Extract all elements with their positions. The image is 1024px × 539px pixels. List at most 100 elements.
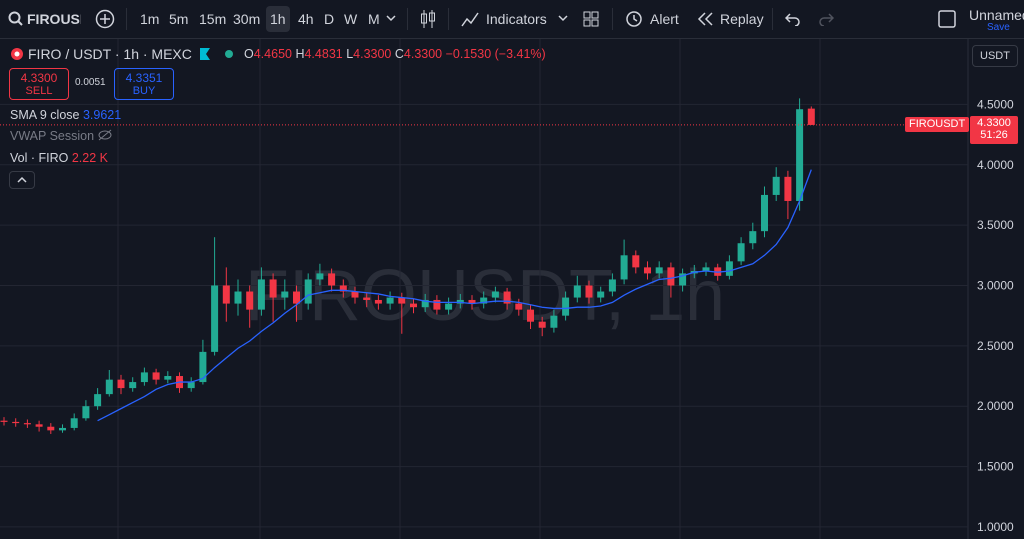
y-tick-label: 3.5000 bbox=[977, 218, 1014, 232]
candle-body bbox=[59, 427, 66, 431]
candle-body bbox=[702, 267, 710, 271]
candle-body bbox=[293, 291, 300, 304]
candle-body bbox=[47, 426, 55, 431]
l-label: L bbox=[346, 47, 354, 61]
currency-button[interactable]: USDT bbox=[972, 45, 1018, 67]
price-tag-price: 4.3300 bbox=[977, 117, 1011, 129]
layout-name[interactable]: Unnamed bbox=[969, 7, 1024, 23]
chart-type[interactable] bbox=[419, 9, 437, 29]
y-tick-label: 1.5000 bbox=[977, 460, 1014, 474]
interval[interactable]: 1h bbox=[266, 6, 290, 32]
candle-body bbox=[328, 273, 336, 286]
legend-title: FIRO / USDT · 1h · MEXC bbox=[28, 46, 192, 62]
c-label: C bbox=[394, 47, 404, 61]
o-value: 4.4650 bbox=[253, 47, 292, 61]
candle-body bbox=[234, 291, 242, 304]
candle-body bbox=[737, 243, 745, 262]
candle-body bbox=[410, 303, 417, 308]
undo[interactable] bbox=[785, 12, 801, 26]
interval[interactable]: M bbox=[368, 11, 380, 27]
candle-body bbox=[433, 299, 441, 310]
candle-body bbox=[269, 279, 277, 298]
candle-body bbox=[667, 267, 675, 286]
candle-body bbox=[796, 109, 804, 201]
collapse-legend[interactable] bbox=[9, 171, 35, 189]
indicators[interactable]: Indicators bbox=[486, 11, 547, 27]
vwap-legend: VWAP Session bbox=[10, 129, 95, 143]
o-label: O bbox=[244, 47, 254, 61]
price-tag-symbol: FIROUSDT bbox=[905, 117, 970, 132]
indicators-menu[interactable] bbox=[558, 13, 568, 23]
candle-body bbox=[374, 299, 382, 304]
hidden-icon[interactable] bbox=[97, 129, 113, 141]
interval-menu[interactable] bbox=[386, 13, 396, 23]
candle-body bbox=[281, 291, 289, 298]
interval[interactable]: D bbox=[324, 11, 335, 27]
candle-body bbox=[363, 297, 371, 300]
candle-body bbox=[725, 261, 733, 276]
candle-body bbox=[597, 291, 605, 298]
add-symbol[interactable] bbox=[95, 9, 115, 29]
candle-body bbox=[620, 255, 628, 280]
templates[interactable] bbox=[583, 11, 599, 27]
candle-body bbox=[94, 394, 102, 407]
candle-body bbox=[23, 423, 31, 425]
candle-body bbox=[316, 273, 324, 280]
candle-body bbox=[550, 315, 558, 328]
layout-icon[interactable] bbox=[938, 10, 956, 28]
replay-icon bbox=[697, 12, 713, 26]
candle-body bbox=[515, 303, 523, 310]
price-tag: 4.3300 51:26 bbox=[970, 116, 1018, 144]
candle-body bbox=[129, 382, 137, 389]
sell-button[interactable]: 4.3300 SELL bbox=[9, 68, 69, 100]
candle-body bbox=[257, 279, 265, 310]
candle-body bbox=[480, 297, 488, 304]
h-value: 4.4831 bbox=[304, 47, 343, 61]
interval[interactable]: 15m bbox=[199, 11, 227, 27]
change: −0.1530 (−3.41%) bbox=[445, 47, 546, 61]
vol-value: 2.22 K bbox=[71, 151, 108, 165]
l-value: 4.3300 bbox=[353, 47, 392, 61]
interval[interactable]: 30m bbox=[233, 11, 261, 27]
replay[interactable]: Replay bbox=[720, 11, 764, 27]
alert[interactable]: Alert bbox=[650, 11, 679, 27]
candle-body bbox=[82, 406, 90, 419]
vol-name: Vol · FIRO bbox=[10, 151, 69, 165]
candle-body bbox=[105, 379, 113, 395]
candle-body bbox=[807, 108, 815, 125]
candle-body bbox=[644, 267, 651, 274]
candle-body bbox=[421, 299, 429, 308]
flag[interactable] bbox=[198, 47, 212, 61]
candle-body bbox=[527, 309, 534, 322]
candle-body bbox=[398, 297, 406, 304]
ohlc: O4.4650 H4.4831 L4.3300 C4.3300 −0.1530 … bbox=[244, 47, 546, 61]
candle-body bbox=[199, 351, 207, 383]
y-tick-label: 4.5000 bbox=[977, 97, 1014, 111]
indicators-icon bbox=[461, 12, 479, 27]
candle-body bbox=[0, 420, 8, 422]
candle-body bbox=[140, 372, 148, 383]
search-icon bbox=[8, 11, 23, 26]
candle-body bbox=[761, 194, 768, 232]
symbol[interactable]: FIROUSDT bbox=[27, 11, 81, 27]
candle-body bbox=[585, 285, 593, 298]
candle-body bbox=[35, 424, 43, 427]
sma-value: 3.9621 bbox=[82, 108, 122, 122]
interval[interactable]: 4h bbox=[298, 11, 314, 27]
y-tick-label: 2.0000 bbox=[977, 399, 1014, 413]
status-dot bbox=[225, 50, 233, 58]
interval[interactable]: 1m bbox=[140, 11, 160, 27]
redo[interactable] bbox=[818, 12, 834, 26]
vol-legend: Vol · FIRO 2.22 K bbox=[10, 151, 108, 165]
c-value: 4.3300 bbox=[403, 47, 443, 61]
interval[interactable]: 5m bbox=[169, 11, 189, 27]
interval[interactable]: W bbox=[344, 11, 358, 27]
candle-body bbox=[468, 299, 476, 304]
buy-button[interactable]: 4.3351 BUY bbox=[114, 68, 174, 100]
save[interactable]: Save bbox=[987, 22, 1010, 33]
candle-body bbox=[608, 279, 616, 292]
candle-body bbox=[187, 382, 195, 389]
candle-body bbox=[152, 372, 160, 380]
candle-body bbox=[339, 285, 347, 292]
